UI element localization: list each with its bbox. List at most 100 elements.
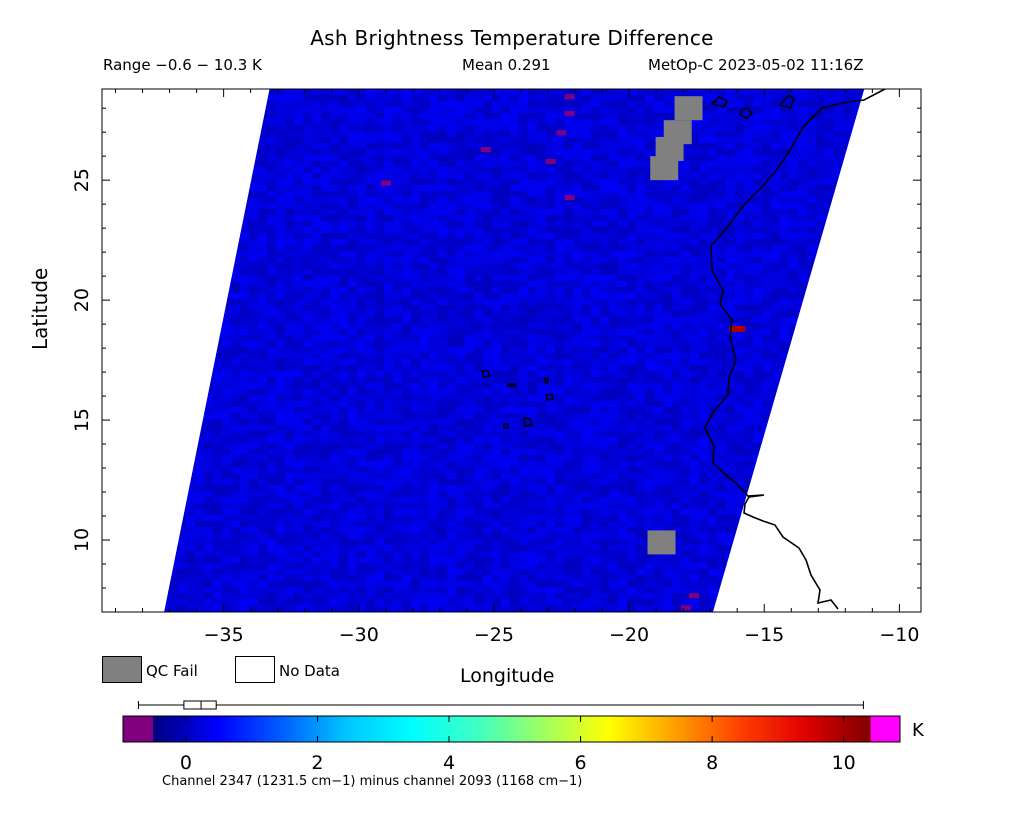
data-cell	[501, 341, 511, 348]
data-cell	[420, 173, 430, 180]
data-cell	[717, 359, 727, 366]
data-cell	[699, 401, 709, 408]
data-cell	[726, 233, 736, 240]
data-cell	[285, 317, 295, 324]
data-cell	[339, 443, 349, 450]
data-cell	[618, 323, 628, 330]
data-cell	[420, 437, 430, 444]
data-cell	[600, 191, 610, 198]
data-cell	[429, 125, 439, 132]
data-cell	[348, 299, 358, 306]
data-cell	[276, 347, 286, 354]
data-cell	[528, 119, 538, 126]
data-cell	[438, 143, 448, 150]
data-cell	[447, 419, 457, 426]
data-cell	[762, 401, 772, 408]
data-cell	[726, 365, 736, 372]
data-cell	[501, 437, 511, 444]
data-cell	[555, 113, 565, 120]
data-cell	[636, 233, 646, 240]
data-cell	[600, 377, 610, 384]
data-cell	[384, 203, 394, 210]
data-cell	[618, 371, 628, 378]
data-cell	[771, 251, 781, 258]
data-cell	[672, 371, 682, 378]
data-cell	[213, 431, 223, 438]
data-cell	[564, 383, 574, 390]
data-cell	[717, 227, 727, 234]
data-cell	[339, 281, 349, 288]
data-cell	[843, 113, 853, 120]
data-cell	[465, 257, 475, 264]
data-cell	[636, 119, 646, 126]
data-cell	[249, 437, 259, 444]
data-cell	[573, 329, 583, 336]
data-cell	[402, 437, 412, 444]
data-cell	[762, 329, 772, 336]
data-cell	[231, 281, 241, 288]
data-cell	[807, 113, 817, 120]
data-cell	[501, 377, 511, 384]
data-cell	[591, 395, 601, 402]
data-cell	[690, 317, 700, 324]
data-cell	[312, 401, 322, 408]
data-cell	[663, 389, 673, 396]
data-cell	[573, 203, 583, 210]
data-cell	[708, 95, 718, 102]
data-cell	[375, 149, 385, 156]
data-cell	[753, 395, 763, 402]
data-cell	[726, 293, 736, 300]
data-cell	[699, 383, 709, 390]
data-cell	[825, 155, 835, 162]
data-cell	[726, 425, 736, 432]
data-cell	[438, 353, 448, 360]
data-cell	[564, 347, 574, 354]
data-cell	[276, 179, 286, 186]
data-cell	[384, 251, 394, 258]
data-cell	[789, 245, 799, 252]
data-cell	[789, 167, 799, 174]
data-cell	[672, 209, 682, 216]
data-cell	[429, 281, 439, 288]
data-cell	[276, 221, 286, 228]
data-cell	[240, 245, 250, 252]
data-cell	[717, 203, 727, 210]
data-cell	[303, 95, 313, 102]
data-cell	[393, 263, 403, 270]
data-cell	[654, 113, 664, 120]
data-cell	[474, 431, 484, 438]
data-cell	[762, 365, 772, 372]
data-cell	[348, 413, 358, 420]
data-cell	[654, 389, 664, 396]
data-cell	[717, 419, 727, 426]
data-cell	[699, 263, 709, 270]
data-cell	[330, 155, 340, 162]
data-cell	[447, 287, 457, 294]
data-cell	[681, 335, 691, 342]
data-cell	[240, 275, 250, 282]
data-cell	[546, 395, 556, 402]
data-cell	[267, 383, 277, 390]
data-cell	[519, 311, 529, 318]
data-cell	[744, 257, 754, 264]
data-cell	[312, 419, 322, 426]
data-cell	[618, 203, 628, 210]
data-cell	[321, 167, 331, 174]
data-cell	[600, 137, 610, 144]
data-cell	[393, 89, 403, 96]
data-cell	[789, 299, 799, 306]
data-cell	[600, 335, 610, 342]
data-cell	[528, 263, 538, 270]
data-cell	[447, 221, 457, 228]
data-cell	[375, 371, 385, 378]
data-cell	[330, 323, 340, 330]
data-cell	[708, 167, 718, 174]
data-cell	[654, 311, 664, 318]
data-cell	[753, 89, 763, 96]
data-cell	[492, 203, 502, 210]
data-cell	[690, 305, 700, 312]
data-cell	[690, 359, 700, 366]
data-cell	[312, 395, 322, 402]
data-cell	[249, 395, 259, 402]
data-cell	[771, 227, 781, 234]
